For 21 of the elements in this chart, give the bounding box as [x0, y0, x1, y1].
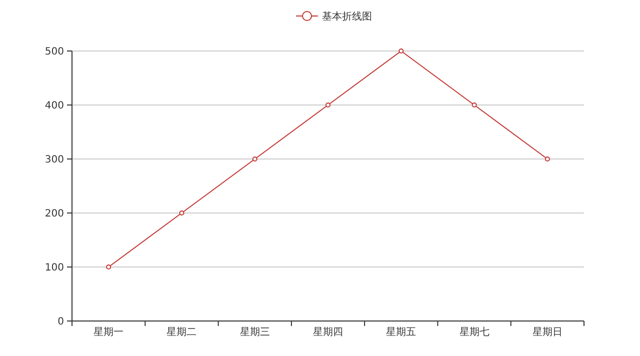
point [544, 156, 550, 162]
y-tick-label: 400 [44, 100, 64, 112]
y-tick-label: 0 [58, 316, 64, 328]
y-tick-label: 500 [44, 46, 64, 58]
y-tick-label: 300 [44, 154, 64, 166]
point [398, 48, 404, 54]
x-tick-label: 星期五 [386, 326, 416, 338]
y-tick-label: 200 [44, 208, 64, 220]
point [252, 156, 258, 162]
x-tick-label: 星期四 [313, 326, 343, 338]
point [472, 102, 477, 108]
point [106, 264, 112, 270]
x-tick-label: 星期七 [459, 326, 490, 338]
point [326, 102, 330, 108]
x-tick-label: 星期日 [532, 326, 562, 338]
legend-label: 基本折线图 [322, 10, 372, 22]
x-tick-label: 星期一 [94, 326, 124, 338]
point [179, 210, 184, 216]
x-tick-label: 星期二 [166, 326, 197, 338]
y-tick-label: 100 [44, 262, 64, 274]
x-tick-label: 星期三 [240, 326, 270, 338]
